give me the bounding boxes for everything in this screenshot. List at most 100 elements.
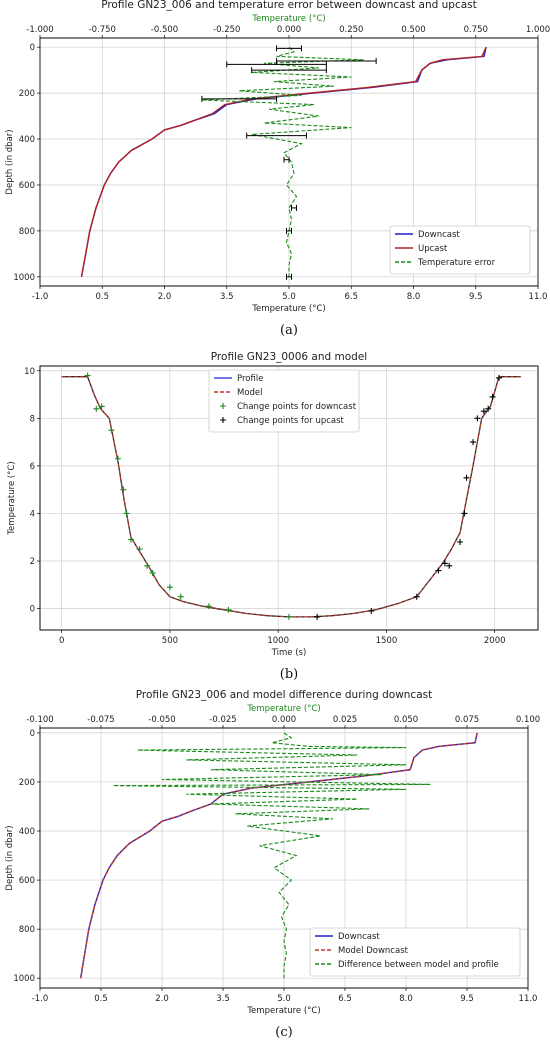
y-tick-label: 400 (19, 827, 35, 837)
chart-title: Profile GN23_006 and temperature error b… (101, 0, 477, 11)
x-top-tick-label: 0.100 (516, 715, 540, 725)
series-line-2 (113, 732, 431, 979)
y-axis-label: Temperature (°C) (7, 461, 17, 535)
x-top-tick-label: -0.250 (213, 25, 240, 35)
y-tick-label: 600 (19, 181, 35, 191)
legend-label: Downcast (418, 230, 460, 240)
plot-border (39, 727, 529, 989)
change-point-marker (470, 439, 477, 446)
change-point-marker (108, 427, 115, 434)
x-top-tick-label: -0.025 (209, 715, 236, 725)
change-point-marker (166, 584, 173, 591)
change-point-marker (120, 486, 127, 493)
x-tick-label: 1500 (376, 636, 398, 646)
plot-area-2 (37, 725, 529, 991)
x-top-tick-label: 0.750 (464, 25, 488, 35)
change-point-marker (225, 606, 232, 613)
y-tick-label: 800 (19, 227, 35, 237)
y-tick-label: 200 (19, 89, 35, 99)
chart-title: Profile GN23_006 and model difference du… (136, 689, 432, 701)
y-tick-label: 800 (19, 925, 35, 935)
y-tick-label: 400 (19, 135, 35, 145)
legend-label: Upcast (418, 244, 448, 254)
x-tick-label: 5.0 (282, 292, 296, 302)
change-point-marker (123, 510, 130, 517)
change-point-marker (286, 613, 292, 620)
y-tick-label: 200 (19, 778, 35, 788)
y-tick-label: 0 (30, 43, 35, 53)
bottom-axis-label: Temperature (°C) (251, 304, 325, 314)
legend-label: Difference between model and profile (338, 960, 499, 970)
x-top-tick-label: 0.025 (333, 715, 357, 725)
x-axis-label: Time (s) (271, 648, 307, 658)
series-line-2 (201, 46, 364, 277)
change-point-marker (368, 607, 375, 614)
series-line-1 (80, 732, 478, 979)
change-point-marker (489, 393, 496, 400)
change-point-marker (114, 455, 121, 462)
x-tick-label: 9.5 (469, 292, 483, 302)
figure-caption: (a) (280, 323, 298, 338)
x-tick-label: 0.5 (95, 292, 109, 302)
x-top-tick-label: 1.000 (526, 25, 550, 35)
legend-swatch (220, 403, 226, 409)
bottom-axis-label: Temperature (°C) (246, 1006, 320, 1016)
plot-border (39, 37, 539, 287)
y-tick-label: 6 (30, 462, 35, 472)
change-point-marker (441, 560, 448, 567)
y-tick-label: 8 (30, 414, 35, 424)
change-point-marker (435, 567, 442, 574)
legend-box (208, 369, 360, 433)
change-point-marker (446, 562, 453, 569)
x-tick-label: 0.5 (94, 994, 108, 1004)
x-tick-label: 5.0 (277, 994, 291, 1004)
plot-area-0 (37, 35, 539, 289)
x-top-tick-label: -0.075 (87, 715, 114, 725)
y-axis-label: Depth (in dbar) (5, 825, 15, 890)
legend-label: Change points for downcast (237, 402, 357, 412)
x-tick-label: 6.5 (338, 994, 352, 1004)
change-point-marker (457, 539, 464, 545)
figure-caption: (c) (275, 1025, 292, 1040)
change-point-marker (144, 562, 151, 569)
legend-label: Profile (237, 374, 263, 384)
change-point-marker (314, 613, 321, 620)
change-point-marker (149, 569, 156, 576)
change-point-marker (485, 405, 492, 412)
change-point-marker (463, 474, 470, 481)
y-tick-label: 4 (30, 509, 35, 519)
legend-label: Temperature error (417, 258, 496, 268)
change-point-marker (496, 374, 503, 381)
change-point-marker (413, 593, 420, 600)
change-point-marker (480, 408, 487, 415)
legend-swatch (220, 417, 226, 423)
change-point-marker (127, 536, 134, 543)
change-point-marker (474, 415, 481, 422)
x-top-tick-label: -0.750 (89, 25, 116, 35)
x-top-tick-label: 0.050 (394, 715, 418, 725)
change-point-marker (205, 603, 212, 610)
legend-label: Downcast (338, 932, 380, 942)
x-top-tick-label: 0.000 (272, 715, 296, 725)
x-top-tick-label: 0.075 (455, 715, 479, 725)
x-tick-label: 8.0 (399, 994, 413, 1004)
y-tick-label: 0 (30, 605, 35, 615)
x-tick-label: 2.0 (158, 292, 172, 302)
x-tick-label: 6.5 (344, 292, 358, 302)
legend-box (309, 927, 521, 977)
x-tick-label: -1.0 (32, 994, 49, 1004)
x-top-tick-label: 0.000 (277, 25, 301, 35)
top-axis-label: Temperature (°C) (251, 14, 325, 24)
x-tick-label: 0 (59, 636, 64, 646)
x-tick-label: 500 (162, 636, 178, 646)
change-point-marker (136, 546, 143, 553)
change-point-marker (93, 405, 100, 412)
series-line-0 (61, 376, 521, 618)
change-point-marker (461, 510, 468, 517)
x-top-tick-label: -1.000 (26, 25, 53, 35)
legend-label: Change points for upcast (237, 416, 345, 426)
x-top-tick-label: 0.500 (401, 25, 425, 35)
legend-label: Model (237, 388, 263, 398)
x-tick-label: 1000 (267, 636, 289, 646)
